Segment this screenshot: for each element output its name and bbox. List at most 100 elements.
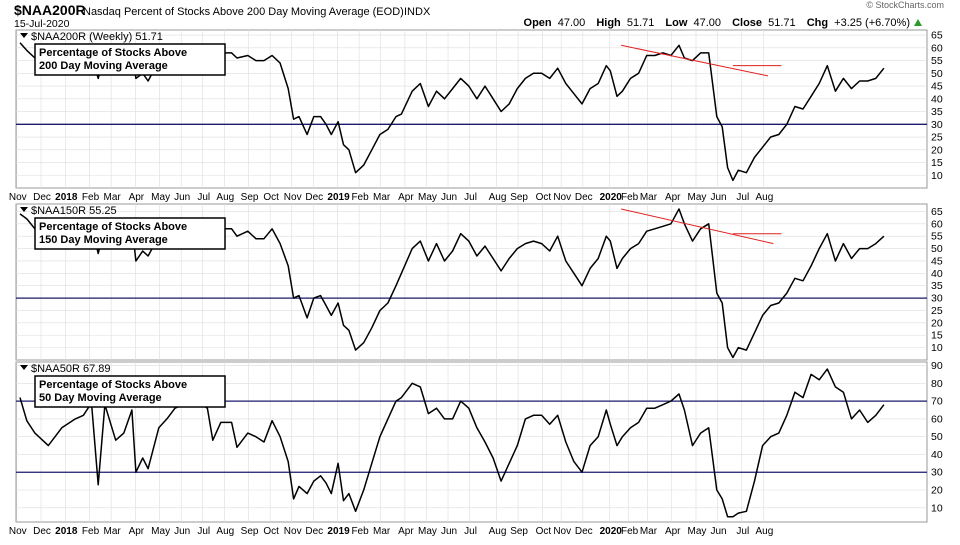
x-tick-label: Jun: [441, 526, 457, 537]
annotation-box: [34, 217, 226, 250]
chg-label: Chg: [807, 17, 828, 29]
open-label: Open: [524, 17, 552, 29]
x-tick-label: Nov: [553, 192, 571, 203]
x-tick-label: 2020: [600, 192, 623, 203]
x-tick-label: Jul: [197, 526, 210, 537]
x-tick-label: Jul: [464, 192, 477, 203]
chart-date: 15-Jul-2020: [14, 18, 70, 30]
x-tick-label: 2018: [55, 526, 78, 537]
y-tick-label: 20: [931, 317, 943, 329]
annotation-text: Percentage of Stocks Above: [39, 221, 187, 233]
x-tick-label: 2020: [600, 526, 623, 537]
y-tick-label: 40: [931, 268, 943, 280]
x-tick-label: Apr: [398, 192, 414, 203]
x-tick-label: Jun: [174, 192, 190, 203]
exchange-label: INDX: [404, 6, 431, 18]
panel-legend: $NAA200R (Weekly) 51.71: [20, 31, 163, 43]
x-tick-label: Feb: [82, 192, 100, 203]
annotation-text: 50 Day Moving Average: [39, 392, 162, 404]
x-tick-label: Dec: [33, 526, 51, 537]
x-tick-label: Dec: [33, 192, 51, 203]
y-tick-label: 80: [931, 378, 943, 390]
x-tick-label: Oct: [263, 192, 279, 203]
x-tick-label: Aug: [216, 526, 234, 537]
symbol-description: Nasdaq Percent of Stocks Above 200 Day M…: [83, 6, 404, 18]
x-tick-label: Nov: [9, 192, 27, 203]
x-tick-label: May: [688, 526, 707, 537]
x-tick-label: Apr: [129, 526, 145, 537]
x-tick-label: Nov: [284, 192, 302, 203]
y-tick-label: 50: [931, 243, 943, 255]
y-tick-label: 40: [931, 93, 943, 105]
x-tick-label: Feb: [351, 526, 369, 537]
x-tick-label: May: [688, 192, 707, 203]
x-tick-label: Dec: [575, 526, 593, 537]
annotation-text: 150 Day Moving Average: [39, 234, 168, 246]
x-tick-label: Feb: [82, 526, 100, 537]
y-tick-label: 50: [931, 68, 943, 80]
annotation-text: 200 Day Moving Average: [39, 60, 168, 72]
x-tick-label: Mar: [103, 526, 121, 537]
x-tick-label: Oct: [536, 192, 552, 203]
x-tick-label: Nov: [553, 526, 571, 537]
x-tick-label: Mar: [373, 526, 391, 537]
y-tick-label: 20: [931, 144, 943, 156]
x-tick-label: Nov: [9, 526, 27, 537]
x-tick-label: Jul: [197, 192, 210, 203]
x-tick-label: Apr: [129, 192, 145, 203]
chg-value: +3.25 (+6.70%): [834, 17, 910, 29]
high-value: 51.71: [627, 17, 655, 29]
panel-legend: $NAA150R 55.25: [20, 205, 117, 217]
x-tick-label: Oct: [263, 526, 279, 537]
x-tick-label: Mar: [373, 192, 391, 203]
y-tick-label: 20: [931, 485, 943, 497]
x-tick-label: Jul: [736, 526, 749, 537]
y-tick-label: 65: [931, 206, 943, 218]
x-tick-label: Mar: [640, 526, 658, 537]
x-tick-label: Feb: [351, 192, 369, 203]
legend-marker-icon: [20, 365, 28, 370]
y-tick-label: 70: [931, 396, 943, 408]
y-tick-label: 15: [931, 330, 943, 342]
y-tick-label: 40: [931, 449, 943, 461]
annotation-box: [34, 375, 226, 408]
trend-line-1: [620, 44, 769, 77]
x-tick-label: Sep: [510, 192, 528, 203]
x-tick-label: Mar: [640, 192, 658, 203]
close-label: Close: [732, 17, 762, 29]
y-tick-label: 30: [931, 467, 943, 479]
open-value: 47.00: [558, 17, 586, 29]
x-tick-label: Dec: [575, 192, 593, 203]
symbol-title: $NAA200R: [14, 2, 86, 18]
y-tick-label: 45: [931, 81, 943, 93]
y-tick-label: 10: [931, 342, 943, 354]
high-label: High: [596, 17, 621, 29]
up-arrow-icon: [914, 19, 922, 26]
y-tick-label: 10: [931, 170, 943, 182]
y-tick-label: 30: [931, 119, 943, 131]
x-tick-label: 2018: [55, 192, 78, 203]
y-tick-label: 25: [931, 305, 943, 317]
y-tick-label: 60: [931, 42, 943, 54]
low-label: Low: [665, 17, 687, 29]
x-tick-label: Jun: [710, 192, 726, 203]
x-tick-label: Sep: [241, 526, 259, 537]
close-value: 51.71: [768, 17, 796, 29]
x-tick-label: May: [418, 192, 437, 203]
annotation-text: Percentage of Stocks Above: [39, 47, 187, 59]
x-tick-label: May: [418, 526, 437, 537]
x-tick-label: Aug: [755, 192, 773, 203]
x-tick-label: Apr: [398, 526, 414, 537]
y-tick-label: 30: [931, 293, 943, 305]
y-tick-label: 65: [931, 30, 943, 42]
x-tick-label: 2019: [327, 192, 350, 203]
chart-header: $NAA200R Nasdaq Percent of Stocks Above …: [14, 0, 944, 30]
x-axes: Nov Dec 2018 Feb Mar Apr May Jun Jul Aug Sep Oct Nov…: [9, 192, 773, 537]
legend-marker-icon: [20, 33, 28, 38]
y-tick-label: 15: [931, 157, 943, 169]
annotation-box: [34, 43, 226, 76]
trend-line-1: [620, 208, 774, 245]
